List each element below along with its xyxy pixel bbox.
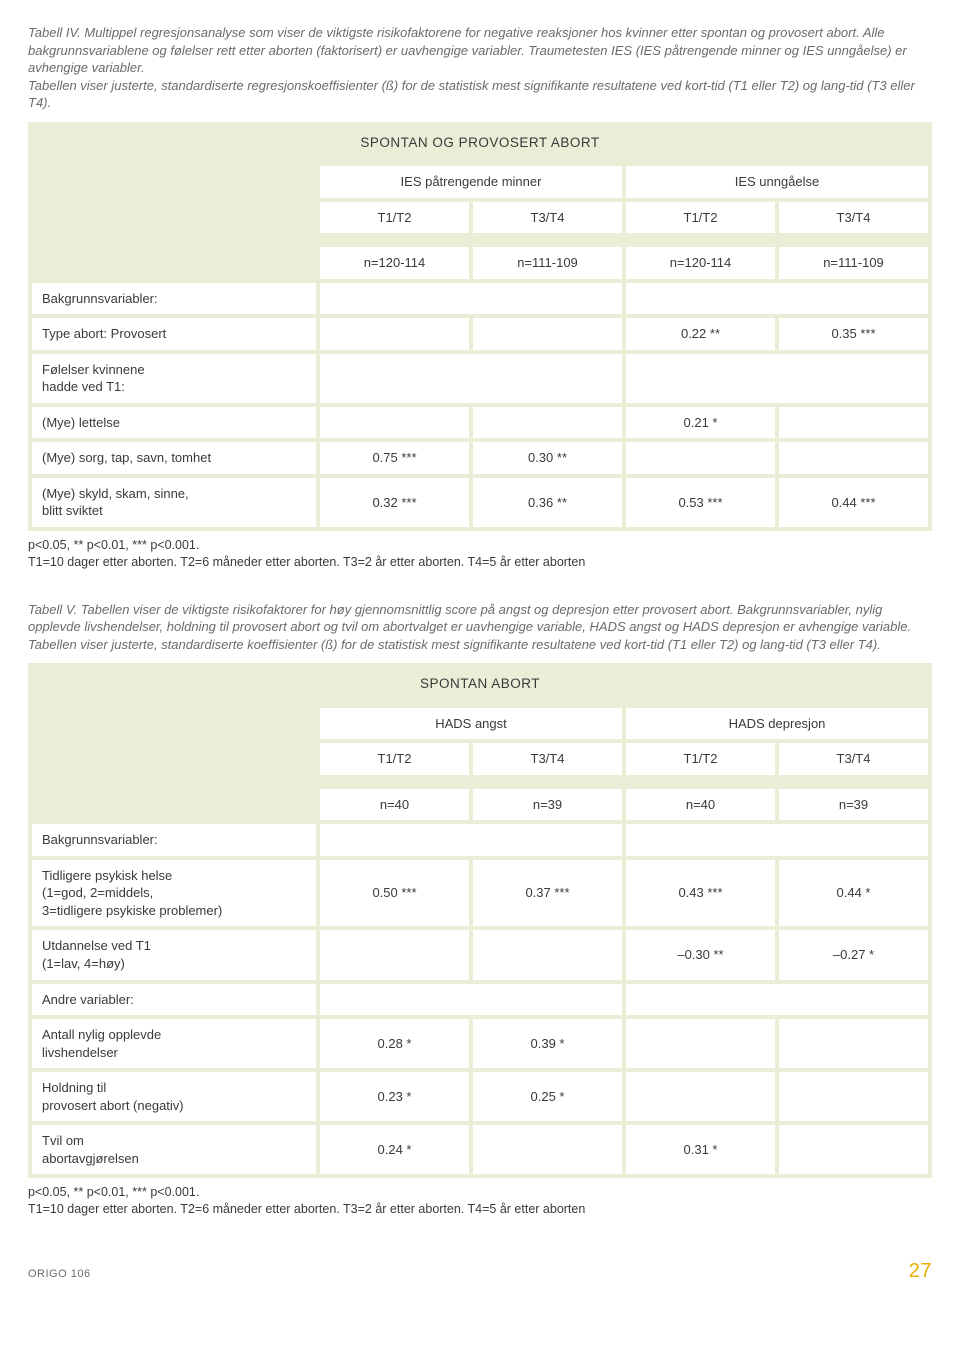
table-row: (Mye) skyld, skam, sinne,blitt sviktet 0… xyxy=(30,476,930,529)
table-row: Holdning tilprovosert abort (negativ) 0.… xyxy=(30,1070,930,1123)
table4-group1: IES påtrengende minner xyxy=(318,164,624,200)
table5-footnote: p<0.05, ** p<0.01, *** p<0.001. T1=10 da… xyxy=(28,1184,932,1218)
table-row: Type abort: Provosert 0.22 ** 0.35 *** xyxy=(30,316,930,352)
table4-n-2: n=120-114 xyxy=(624,245,777,281)
table-row: Tidligere psykisk helse(1=god, 2=middels… xyxy=(30,858,930,929)
table4-supertitle: SPONTAN OG PROVOSERT ABORT xyxy=(30,124,930,156)
table4: SPONTAN OG PROVOSERT ABORT IES påtrengen… xyxy=(28,122,932,531)
table4-th-t1: T1/T2 xyxy=(318,200,471,236)
table5-section2: Andre variabler: xyxy=(30,982,318,1018)
table4-group2: IES unngåelse xyxy=(624,164,930,200)
table4-n-0: n=120-114 xyxy=(318,245,471,281)
table5: SPONTAN ABORT HADS angst HADS depresjon … xyxy=(28,663,932,1178)
table-row: (Mye) lettelse 0.21 * xyxy=(30,405,930,441)
table5-group2: HADS depresjon xyxy=(624,706,930,742)
table4-footnote: p<0.05, ** p<0.01, *** p<0.001. T1=10 da… xyxy=(28,537,932,571)
table-row: Tvil omabortavgjørelsen 0.24 * 0.31 * xyxy=(30,1123,930,1176)
table4-caption-rest: Multippel regresjonsanalyse som viser de… xyxy=(28,25,907,75)
table5-caption-lead: Tabell V. xyxy=(28,602,77,617)
table4-caption-tail: Tabellen viser justerte, standardiserte … xyxy=(28,78,915,111)
table4-th-t4: T3/T4 xyxy=(777,200,930,236)
page-footer: ORIGO 106 27 xyxy=(28,1258,932,1285)
table4-caption: Tabell IV. Multippel regresjonsanalyse s… xyxy=(28,24,932,112)
table-row: (Mye) sorg, tap, savn, tomhet 0.75 *** 0… xyxy=(30,440,930,476)
table5-supertitle: SPONTAN ABORT xyxy=(30,665,930,697)
table5-section1: Bakgrunnsvariabler: xyxy=(30,822,318,858)
footer-left: ORIGO 106 xyxy=(28,1267,91,1282)
table5-caption-tail: Tabellen viser justerte, standardiserte … xyxy=(28,637,881,652)
table5-group1: HADS angst xyxy=(318,706,624,742)
table5-caption-rest: Tabellen viser de viktigste risikofaktor… xyxy=(28,602,911,635)
table4-section1: Bakgrunnsvariabler: xyxy=(30,281,318,317)
table4-th-t3: T1/T2 xyxy=(624,200,777,236)
table-row: Utdannelse ved T1(1=lav, 4=høy) –0.30 **… xyxy=(30,928,930,981)
table4-th-t2: T3/T4 xyxy=(471,200,624,236)
table4-n-1: n=111-109 xyxy=(471,245,624,281)
table5-caption: Tabell V. Tabellen viser de viktigste ri… xyxy=(28,601,932,654)
page-number: 27 xyxy=(909,1258,932,1285)
table4-n-3: n=111-109 xyxy=(777,245,930,281)
table4-section2: Følelser kvinnenehadde ved T1: xyxy=(30,352,318,405)
table-row: Antall nylig opplevdelivshendelser 0.28 … xyxy=(30,1017,930,1070)
table4-caption-lead: Tabell IV. xyxy=(28,25,81,40)
